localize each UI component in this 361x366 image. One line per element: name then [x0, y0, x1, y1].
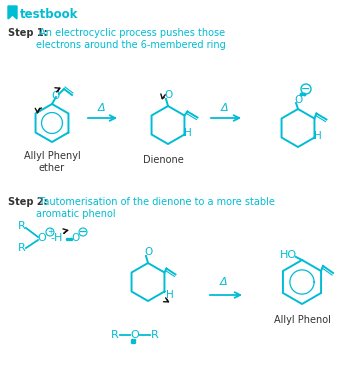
Text: R: R — [18, 221, 26, 231]
Text: Tautomerisation of the dienone to a more stable
aromatic phenol: Tautomerisation of the dienone to a more… — [36, 197, 275, 219]
Text: H: H — [184, 128, 192, 138]
Text: O: O — [165, 90, 173, 100]
Text: Allyl Phenyl
ether: Allyl Phenyl ether — [23, 151, 81, 173]
Text: O: O — [72, 233, 80, 243]
Text: −: − — [301, 84, 311, 94]
Text: Δ: Δ — [221, 103, 229, 113]
Text: Δ: Δ — [98, 103, 106, 113]
Text: Allyl Phenol: Allyl Phenol — [274, 315, 330, 325]
Text: Step 1:: Step 1: — [8, 28, 48, 38]
Text: testbook: testbook — [20, 8, 78, 21]
Text: +: + — [47, 228, 53, 236]
Text: O: O — [52, 91, 60, 101]
Polygon shape — [8, 6, 17, 19]
Text: O: O — [38, 233, 46, 243]
Text: O: O — [295, 95, 303, 105]
Text: R: R — [18, 243, 26, 253]
Text: HO: HO — [279, 250, 297, 260]
Text: R: R — [111, 330, 119, 340]
Text: H: H — [314, 131, 322, 141]
Text: -H: -H — [51, 233, 63, 243]
Text: An electrocyclic process pushes those
electrons around the 6-membered ring: An electrocyclic process pushes those el… — [36, 28, 226, 50]
Text: Step 2:: Step 2: — [8, 197, 48, 207]
Text: O: O — [131, 330, 139, 340]
Text: Dienone: Dienone — [143, 155, 183, 165]
Text: R: R — [151, 330, 159, 340]
Text: Δ: Δ — [220, 277, 228, 287]
Text: O: O — [145, 247, 153, 257]
Text: H: H — [166, 290, 173, 299]
Text: −: − — [79, 227, 87, 237]
